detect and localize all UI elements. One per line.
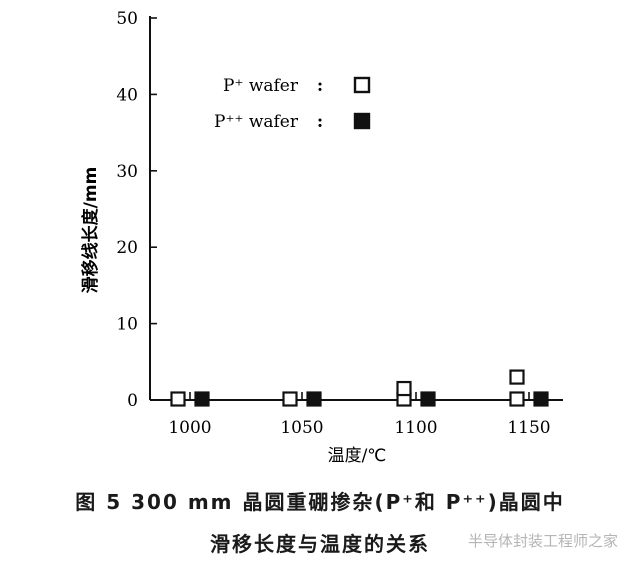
data-point-open-square — [509, 369, 525, 385]
data-point-open-square — [509, 391, 525, 407]
legend-filled-square-marker — [353, 112, 371, 130]
watermark: 半导体封装工程师之家 — [467, 532, 618, 550]
y-tick-label: 30 — [116, 162, 138, 182]
data-point-open-square — [170, 391, 186, 407]
data-points — [170, 369, 549, 407]
data-point-filled-square — [533, 391, 549, 407]
legend-separator: : — [317, 76, 323, 96]
y-axis-ticks: 0 10 20 30 40 50 — [116, 9, 157, 411]
data-point-filled-square — [420, 391, 436, 407]
data-point-filled-square — [306, 391, 322, 407]
figure-caption-line-1: 图 5 300 mm 晶圆重硼掺杂(P⁺和 P⁺⁺)晶圆中 — [75, 490, 565, 514]
legend: P⁺ wafer: P⁺⁺ wafer: — [214, 76, 371, 132]
x-axis-ticks: 1000 1050 1100 1150 — [168, 392, 551, 438]
y-tick-label: 10 — [116, 315, 138, 335]
x-tick-label: 1000 — [168, 418, 211, 438]
legend-label: P⁺⁺ wafer — [214, 112, 299, 132]
y-tick-label: 20 — [116, 238, 138, 258]
legend-open-square-marker — [353, 76, 371, 94]
y-tick-label: 50 — [116, 9, 138, 29]
x-tick-label: 1150 — [507, 418, 550, 438]
x-axis-label: 温度/℃ — [328, 446, 387, 466]
x-tick-label: 1050 — [280, 418, 323, 438]
y-tick-label: 40 — [116, 85, 138, 105]
y-tick-label: 0 — [127, 391, 138, 411]
figure-caption-line-2: 滑移长度与温度的关系 — [210, 532, 430, 556]
y-axis-label: 滑移线长度/mm — [80, 167, 101, 294]
axes — [149, 16, 563, 401]
x-tick-label: 1100 — [394, 418, 437, 438]
legend-label: P⁺ wafer — [223, 76, 299, 96]
data-point-open-square — [396, 380, 412, 397]
data-point-open-square — [282, 391, 298, 407]
legend-separator: : — [317, 112, 323, 132]
data-point-filled-square — [194, 391, 210, 407]
